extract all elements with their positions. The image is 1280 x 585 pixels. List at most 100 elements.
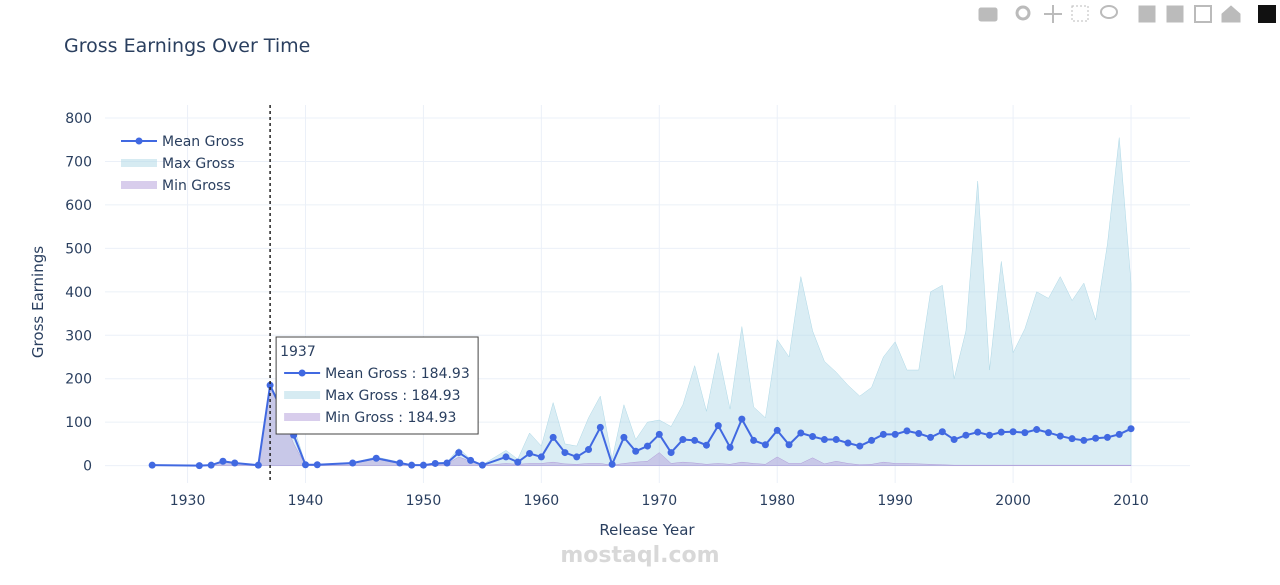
marker <box>738 415 746 423</box>
marker <box>820 436 828 444</box>
x-axis-title: Release Year <box>599 521 695 539</box>
marker <box>1033 426 1041 434</box>
marker <box>313 461 321 469</box>
marker <box>478 461 486 469</box>
legend-swatch <box>284 391 321 399</box>
tooltip-row: Max Gross : 184.93 <box>325 388 460 404</box>
marker <box>938 428 946 436</box>
camera-icon[interactable] <box>978 7 998 22</box>
marker <box>585 446 593 454</box>
marker <box>891 430 899 438</box>
zoom-in-icon[interactable] <box>1138 5 1156 23</box>
modebar <box>978 5 1276 23</box>
zoom-icon[interactable] <box>1015 5 1031 21</box>
marker <box>974 428 982 436</box>
legend-label: Mean Gross <box>162 134 244 150</box>
marker <box>927 433 935 441</box>
marker <box>868 436 876 444</box>
marker <box>455 449 463 457</box>
x-tick-label: 1930 <box>170 493 206 509</box>
marker <box>1127 425 1135 433</box>
marker <box>148 461 156 469</box>
marker <box>726 443 734 451</box>
plot-area: 0 100 200 300 400 500 600 700 800 1930 1940 1950 196… <box>65 105 1190 509</box>
plotly-logo[interactable] <box>1258 5 1276 23</box>
x-tick-label: 1960 <box>524 493 560 509</box>
marker <box>231 459 239 467</box>
marker <box>502 453 510 461</box>
marker <box>1092 434 1100 442</box>
marker <box>254 461 262 469</box>
y-tick-label: 100 <box>65 415 92 431</box>
box-select-icon[interactable] <box>1071 5 1089 22</box>
marker <box>1009 428 1017 436</box>
marker <box>1021 429 1029 437</box>
marker <box>526 449 534 457</box>
tooltip-title: 1937 <box>280 344 316 360</box>
x-tick-label: 1990 <box>877 493 913 509</box>
y-tick-label: 700 <box>65 154 92 170</box>
x-tick-label: 1970 <box>641 493 677 509</box>
marker <box>443 459 451 467</box>
marker <box>301 461 309 469</box>
lasso-icon[interactable] <box>1100 5 1118 19</box>
marker <box>832 436 840 444</box>
legend-swatch <box>121 159 157 167</box>
marker <box>1044 429 1052 437</box>
marker <box>679 436 687 444</box>
marker <box>1068 435 1076 443</box>
autoscale-icon[interactable] <box>1194 5 1212 23</box>
marker <box>997 428 1005 436</box>
marker <box>962 431 970 439</box>
marker <box>856 442 864 450</box>
y-tick-label: 400 <box>65 285 92 301</box>
legend-swatch <box>284 413 321 421</box>
marker <box>644 442 651 450</box>
marker <box>396 459 404 467</box>
marker <box>986 431 994 439</box>
y-tick-label: 300 <box>65 328 92 344</box>
marker <box>667 449 675 457</box>
marker <box>195 462 203 470</box>
marker <box>608 460 616 468</box>
marker <box>561 449 569 457</box>
marker <box>1056 432 1064 440</box>
marker <box>879 430 887 438</box>
marker <box>750 436 758 444</box>
tooltip-row: Mean Gross : 184.93 <box>325 366 470 382</box>
marker <box>773 426 781 434</box>
marker <box>537 453 545 461</box>
pan-icon[interactable] <box>1044 5 1062 23</box>
zoom-out-icon[interactable] <box>1166 5 1184 23</box>
chart-title: Gross Earnings Over Time <box>64 35 310 57</box>
marker <box>573 453 581 461</box>
y-axis-title: Gross Earnings <box>29 246 47 358</box>
marker <box>655 430 663 438</box>
marker <box>1103 433 1111 441</box>
marker <box>549 433 557 441</box>
marker <box>903 427 911 435</box>
marker <box>844 439 852 447</box>
marker <box>514 458 522 466</box>
y-tick-label: 0 <box>83 459 92 475</box>
tooltip: 1937 Mean Gross : 184.93 Max Gross : 184.9… <box>275 336 479 435</box>
marker <box>1115 430 1123 438</box>
x-tick-label: 1980 <box>759 493 795 509</box>
marker <box>702 441 710 449</box>
marker <box>419 461 427 469</box>
home-icon[interactable] <box>1221 5 1241 23</box>
marker <box>797 429 805 437</box>
marker <box>266 381 274 389</box>
y-tick-label: 500 <box>65 241 92 257</box>
marker <box>809 433 817 441</box>
tooltip-row: Min Gross : 184.93 <box>325 410 456 426</box>
legend-label: Min Gross <box>162 178 231 194</box>
legend-swatch <box>298 369 306 377</box>
x-tick-label: 2000 <box>995 493 1031 509</box>
x-tick-label: 1950 <box>406 493 442 509</box>
marker <box>349 459 357 467</box>
marker <box>620 433 628 441</box>
marker <box>950 436 958 444</box>
marker <box>632 447 640 455</box>
x-tick-label: 2010 <box>1113 493 1149 509</box>
